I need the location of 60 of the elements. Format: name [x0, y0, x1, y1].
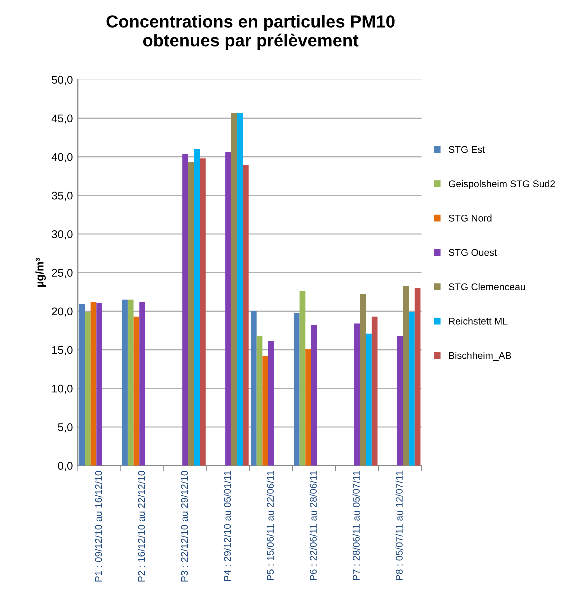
chart-title: Concentrations en particules PM10 obtenues par prélèvement [106, 15, 395, 50]
bar [300, 291, 306, 466]
legend-label: STG Ouest [449, 249, 498, 256]
bar [200, 158, 206, 466]
bar [403, 286, 410, 466]
legend-label: Geispolsheim STG Sud2 [449, 180, 556, 190]
y-tick-label: 5,0 [58, 424, 73, 433]
bar [243, 166, 249, 466]
x-tick-label: P2 : 16/12/10 au 22/12/10 [138, 471, 146, 582]
legend-label: Reichstett ML [449, 318, 508, 325]
y-axis-title: µg/m³ [36, 258, 46, 288]
bar [231, 113, 238, 466]
bar [251, 311, 257, 466]
bar [294, 313, 300, 466]
bar [128, 300, 134, 466]
bar [414, 288, 421, 466]
x-tick-label: P8 : 05/07/11 au 12/07/11 [396, 471, 403, 580]
bar [96, 302, 102, 466]
x-tick-label: P6 : 22/06/11 au 28/06/11 [310, 471, 317, 580]
bar [262, 356, 269, 466]
bar [372, 316, 378, 466]
bar [134, 316, 140, 466]
bar [122, 300, 128, 466]
legend-label: STG Nord [449, 214, 492, 222]
legend-label: STG Clemenceau [449, 283, 526, 291]
legend-label: STG Est [449, 146, 486, 154]
bar [306, 349, 312, 466]
y-tick-label: 30,0 [52, 230, 73, 240]
y-tick-label: 50,0 [52, 76, 73, 86]
bar [188, 162, 194, 466]
bar [79, 304, 85, 466]
x-tick-label: P4 : 29/12/10 au 05/01/11 [224, 471, 232, 582]
bar [182, 154, 188, 466]
bar [84, 312, 91, 466]
x-tick-label: P7 : 28/06/11 au 05/07/11 [352, 471, 360, 580]
bar [397, 336, 404, 466]
bar [409, 312, 415, 466]
legend-label: Bischheim_AB [449, 352, 512, 362]
bar [268, 342, 274, 466]
y-tick-label: 15,0 [52, 346, 73, 356]
bar [140, 302, 146, 466]
y-tick-label: 35,0 [52, 192, 73, 202]
x-tick-label: P1 : 09/12/10 au 16/12/10 [95, 471, 102, 582]
y-tick-label: 45,0 [52, 114, 73, 124]
y-tick-label: 40,0 [52, 153, 73, 163]
y-tick-label: 10,0 [52, 384, 73, 394]
bar [354, 324, 360, 466]
bar [90, 302, 97, 466]
y-tick-label: 25,0 [52, 269, 73, 278]
bar [256, 336, 263, 466]
bar [237, 113, 244, 466]
y-tick-label: 0,0 [58, 462, 73, 472]
bar [194, 149, 200, 466]
x-tick-label: P5 : 15/06/11 au 22/06/11 [266, 471, 274, 580]
y-tick-label: 20,0 [52, 308, 73, 317]
bar [226, 152, 232, 466]
bar [360, 294, 366, 466]
bar [366, 334, 372, 466]
bar [311, 325, 318, 466]
x-tick-label: P3 : 22/12/10 au 29/12/10 [180, 471, 188, 582]
